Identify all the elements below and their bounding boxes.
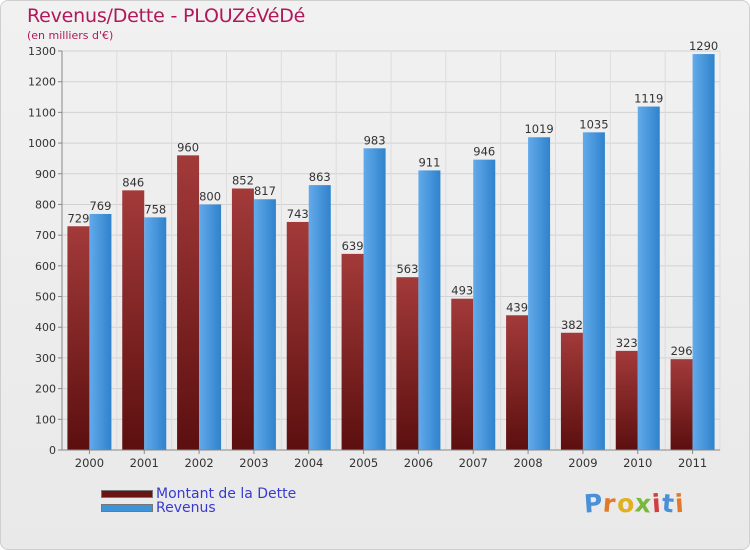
revenue-swatch	[101, 504, 153, 512]
legend-revenue-label: Revenus	[156, 500, 216, 516]
x-tick-label: 2010	[623, 456, 652, 470]
debt-value-label: 382	[561, 318, 583, 332]
chart-title: Revenus/Dette - PLOUZéVéDé	[27, 5, 306, 27]
legend-item-revenue: Revenus	[101, 500, 296, 516]
bars	[67, 54, 715, 451]
debt-bar	[286, 221, 309, 450]
revenue-value-label: 817	[254, 184, 276, 198]
debt-bar	[396, 277, 419, 450]
x-tick-label: 2002	[184, 456, 213, 470]
y-tick-label: 400	[35, 321, 56, 334]
y-tick-label: 500	[35, 291, 56, 304]
legend-item-debt: Montant de la Dette	[101, 486, 297, 502]
legend: Montant de la Dette Revenus	[101, 486, 297, 516]
y-tick-label: 1000	[28, 137, 56, 150]
debt-value-label: 296	[671, 344, 693, 358]
revenue-value-label: 1119	[634, 92, 663, 106]
debt-bar	[615, 350, 638, 450]
debt-bar	[177, 155, 200, 450]
revenue-bar	[528, 137, 551, 450]
y-tick-label: 600	[35, 260, 56, 273]
y-tick-label: 1100	[28, 106, 56, 119]
y-tick-label: 700	[35, 229, 56, 242]
debt-value-label: 493	[451, 284, 473, 298]
y-tick-label: 200	[35, 383, 56, 396]
revenue-value-label: 983	[364, 133, 386, 147]
revenue-value-label: 758	[144, 202, 166, 216]
debt-bar	[231, 188, 254, 451]
revenue-value-label: 800	[199, 189, 221, 203]
debt-bar	[451, 298, 474, 450]
revenue-bar	[418, 170, 441, 451]
revenue-bar	[637, 106, 660, 451]
x-tick-label: 2006	[404, 456, 433, 470]
revenue-bar	[363, 148, 386, 450]
revenue-bar	[253, 199, 276, 450]
debt-value-label: 960	[177, 140, 199, 154]
debt-value-label: 729	[67, 211, 89, 225]
x-tick-label: 2003	[239, 456, 268, 470]
revenue-value-label: 1035	[579, 117, 608, 131]
debt-bar	[670, 359, 693, 450]
x-tick-label: 2005	[349, 456, 378, 470]
debt-value-label: 846	[122, 175, 144, 189]
revenue-value-label: 769	[89, 199, 111, 213]
revenue-bar	[308, 185, 331, 451]
debt-bar	[67, 226, 90, 450]
revenue-bar	[692, 54, 715, 451]
debt-value-label: 743	[287, 207, 309, 221]
y-tick-label: 800	[35, 198, 56, 211]
debt-value-label: 852	[232, 174, 254, 188]
x-tick-label: 2008	[513, 456, 542, 470]
logo-letter: i	[673, 488, 686, 519]
debt-bar	[506, 315, 529, 450]
y-tick-label: 900	[35, 168, 56, 181]
revenue-bar	[89, 213, 112, 450]
revenue-value-label: 946	[473, 145, 495, 159]
revenue-bar	[144, 217, 167, 450]
logo-letter: o	[615, 488, 636, 519]
chart-subtitle: (en milliers d'€)	[27, 29, 114, 42]
y-tick-label: 1300	[28, 45, 56, 58]
y-tick-label: 300	[35, 352, 56, 365]
revenue-value-label: 911	[418, 155, 440, 169]
debt-value-label: 563	[396, 262, 418, 276]
x-tick-label: 2001	[130, 456, 159, 470]
y-tick-label: 100	[35, 413, 56, 426]
revenue-bar	[473, 159, 496, 451]
revenue-bar	[582, 132, 605, 451]
x-tick-label: 2011	[678, 456, 707, 470]
debt-bar	[560, 332, 583, 450]
x-tick-label: 2009	[568, 456, 597, 470]
revenue-value-label: 1019	[524, 122, 553, 136]
proxiti-logo: Proxiti	[583, 488, 686, 519]
legend-debt-label: Montant de la Dette	[156, 486, 297, 502]
revenue-value-label: 1290	[689, 39, 718, 53]
revenue-value-label: 863	[309, 170, 331, 184]
y-tick-label: 0	[49, 444, 56, 457]
debt-value-label: 439	[506, 300, 528, 314]
x-tick-label: 2004	[294, 456, 323, 470]
debt-value-label: 639	[342, 239, 364, 253]
revenue-bar	[199, 204, 222, 450]
x-tick-label: 2007	[459, 456, 488, 470]
debt-bar	[341, 253, 364, 450]
y-tick-label: 1200	[28, 76, 56, 89]
debt-swatch	[101, 490, 153, 498]
axes: 0 100 200 300 400 500 600 700 800 900 1000 1100 1200…	[28, 45, 720, 470]
debt-bar	[122, 190, 145, 450]
x-tick-label: 2000	[75, 456, 104, 470]
debt-value-label: 323	[616, 336, 638, 350]
